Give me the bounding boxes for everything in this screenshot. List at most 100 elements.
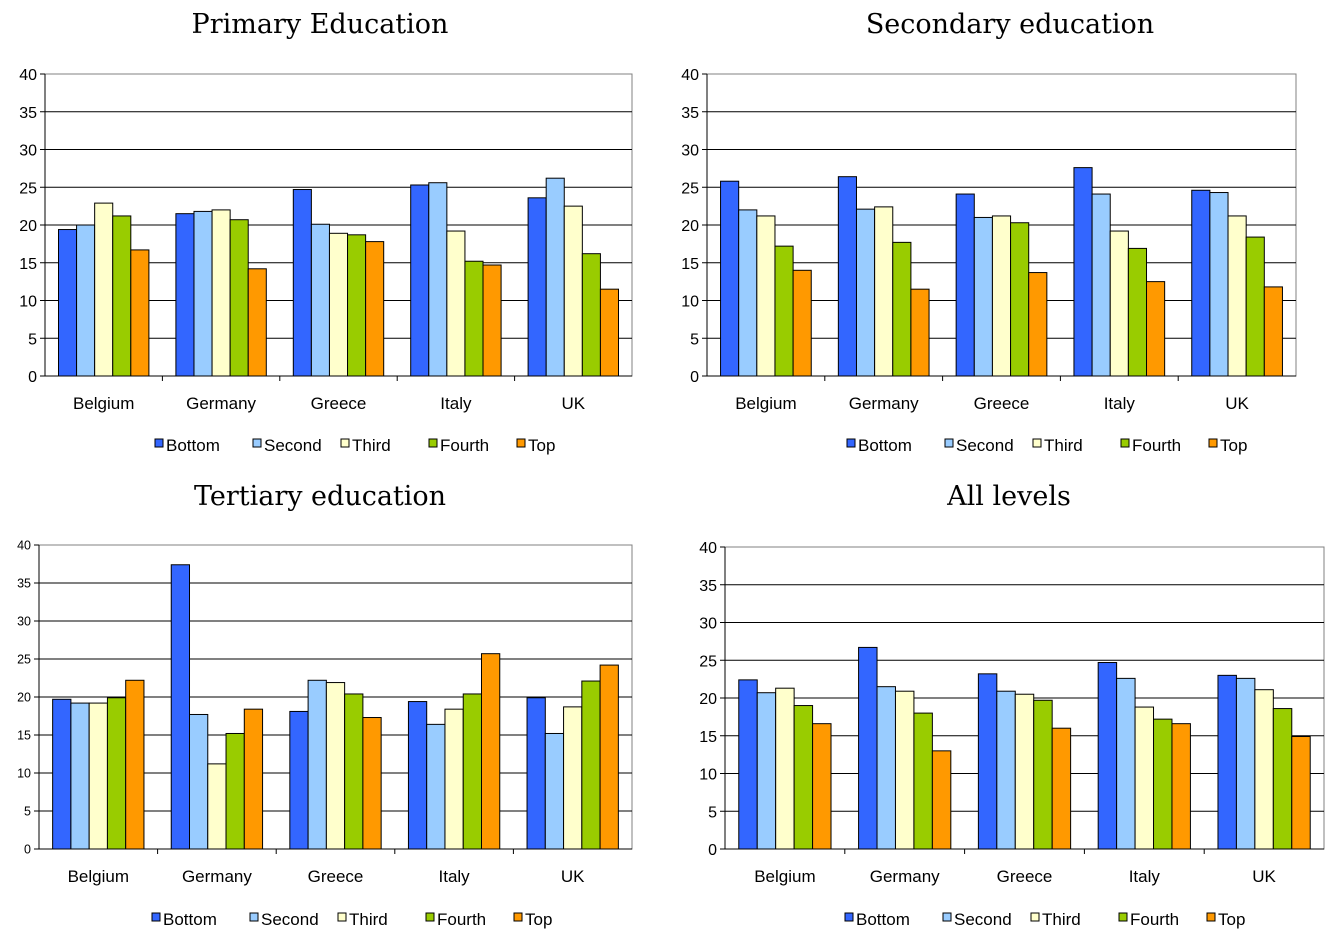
- bar-second-uk: [545, 177, 565, 377]
- legend-label-bottom: Bottom: [856, 910, 910, 929]
- bar-top-germany: [243, 708, 264, 850]
- bar-bottom-belgium: [738, 679, 758, 850]
- legend-label-fourth: Fourth: [1130, 910, 1179, 929]
- chart-secondary-education: Secondary education 0 5 10 15 20 25 30 35 40 Belgi…: [664, 0, 1328, 465]
- legend-label-bottom: Bottom: [166, 436, 220, 455]
- bar-bottom-greece: [289, 710, 309, 850]
- bar-top-greece: [362, 717, 382, 850]
- y-tick-label: 10: [19, 294, 37, 311]
- bar-top-greece: [1051, 727, 1072, 850]
- bar-top-germany: [247, 268, 267, 377]
- y-tick-label: 20: [19, 218, 37, 235]
- bar-fourth-germany: [229, 219, 249, 377]
- bar-fourth-greece: [1033, 699, 1053, 850]
- legend-swatch-third: [1030, 912, 1040, 922]
- chart-all-levels: All levels 0 5 10 15 20 25 30 35 40 Belgium Germany…: [664, 466, 1328, 931]
- y-tick-label: 40: [699, 540, 717, 557]
- bar-second-greece: [310, 223, 330, 377]
- x-tick-label: UK: [561, 867, 585, 886]
- x-tick-label: Italy: [439, 867, 471, 886]
- y-tick-label: 5: [708, 804, 717, 821]
- chart-tertiary-education: Tertiary education 0 5 10 15 20 25 30 35 40 Belgiu…: [0, 466, 664, 931]
- bar-top-italy: [1171, 723, 1191, 850]
- bar-third-germany: [207, 763, 227, 850]
- y-tick-label: 20: [699, 691, 717, 708]
- bar-third-belgium: [775, 687, 795, 850]
- bar-top-belgium: [792, 269, 812, 377]
- x-tick-label: UK: [561, 394, 585, 413]
- bar-bottom-germany: [175, 213, 195, 377]
- legend-label-top: Top: [1218, 910, 1245, 929]
- x-tick-label: Germany: [849, 394, 919, 413]
- x-tick-label: Belgium: [68, 867, 129, 886]
- bar-second-italy: [1091, 193, 1111, 377]
- chart-primary-education: Primary Education 0 5 10 15 20 25 30 35 40 Belgium…: [0, 0, 664, 465]
- bar-second-belgium: [738, 209, 758, 377]
- bar-bottom-uk: [527, 197, 547, 377]
- bar-fourth-germany: [225, 732, 245, 850]
- bar-top-italy: [1146, 281, 1166, 377]
- x-tick-label: Germany: [870, 867, 940, 886]
- bar-fourth-belgium: [774, 245, 794, 377]
- legend-swatch-bottom: [154, 438, 164, 448]
- y-tick-label: 0: [708, 842, 717, 859]
- bar-third-greece: [325, 682, 346, 850]
- y-tick-label: 35: [699, 578, 717, 595]
- legend-swatch-fourth: [1118, 912, 1128, 922]
- bar-bottom-uk: [1217, 674, 1237, 850]
- bar-second-belgium: [70, 702, 90, 850]
- y-tick-label: 30: [17, 615, 31, 629]
- bar-top-greece: [365, 241, 385, 377]
- bar-bottom-uk: [1191, 189, 1211, 377]
- legend-label-fourth: Fourth: [440, 436, 489, 455]
- bar-third-uk: [563, 706, 583, 850]
- bar-fourth-belgium: [106, 697, 127, 850]
- bar-bottom-greece: [292, 189, 312, 377]
- bar-third-germany: [211, 209, 231, 377]
- bar-bottom-italy: [410, 184, 430, 377]
- y-tick-label: 10: [681, 294, 699, 311]
- bar-fourth-italy: [1153, 718, 1173, 850]
- y-tick-label: 10: [17, 767, 31, 781]
- bar-top-belgium: [130, 249, 150, 377]
- bar-third-greece: [991, 215, 1012, 377]
- bar-fourth-uk: [581, 680, 601, 850]
- bar-second-germany: [855, 208, 876, 377]
- bar-fourth-uk: [1272, 708, 1293, 850]
- bar-top-italy: [482, 264, 502, 377]
- x-tick-label: Germany: [182, 867, 252, 886]
- bar-bottom-italy: [1097, 662, 1118, 850]
- bar-bottom-belgium: [52, 698, 72, 850]
- bar-third-germany: [874, 206, 894, 377]
- legend-label-top: Top: [1220, 436, 1247, 455]
- bar-fourth-germany: [892, 241, 912, 377]
- legend-label-third: Third: [352, 436, 391, 455]
- x-tick-label: Belgium: [754, 867, 815, 886]
- y-tick-label: 40: [681, 67, 699, 84]
- bar-top-uk: [599, 288, 619, 377]
- chart-title: Primary Education: [192, 9, 449, 40]
- legend-swatch-bottom: [844, 912, 854, 922]
- x-tick-label: UK: [1252, 867, 1276, 886]
- x-tick-label: Italy: [1104, 394, 1136, 413]
- legend-swatch-fourth: [1120, 438, 1130, 448]
- legend-label-third: Third: [1042, 910, 1081, 929]
- bar-third-greece: [1014, 693, 1035, 850]
- bar-third-belgium: [88, 702, 108, 850]
- legend-swatch-top: [513, 912, 523, 922]
- legend-label-second: Second: [261, 910, 319, 929]
- x-tick-label: UK: [1225, 394, 1249, 413]
- bar-top-germany: [931, 750, 952, 850]
- bar-second-greece: [996, 690, 1016, 850]
- bar-top-belgium: [125, 679, 145, 850]
- y-tick-label: 25: [681, 180, 699, 197]
- bar-fourth-greece: [1010, 222, 1030, 377]
- bar-fourth-italy: [1127, 247, 1148, 377]
- bar-third-italy: [446, 230, 466, 377]
- bar-bottom-italy: [407, 701, 428, 850]
- bar-bottom-greece: [955, 193, 975, 377]
- y-tick-label: 5: [690, 331, 699, 348]
- bar-third-uk: [1227, 215, 1247, 377]
- x-tick-label: Greece: [974, 394, 1030, 413]
- bar-bottom-italy: [1073, 167, 1093, 377]
